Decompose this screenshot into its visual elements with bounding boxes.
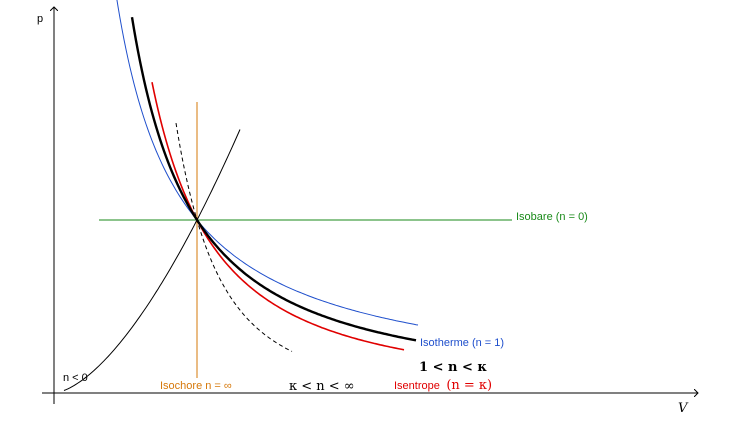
polytrope-label: 1 < n < κ (419, 360, 487, 375)
steep-label: κ < n < ∞ (289, 379, 355, 394)
n-negative-label: n < 0 (63, 372, 88, 384)
polytrope-curve (130, 17, 417, 342)
n-negative-curve (63, 129, 241, 391)
isentrope-curve (151, 82, 405, 351)
isobare-label: Isobare (n = 0) (516, 211, 588, 223)
isochore-label: Isochore n = ∞ (160, 380, 232, 392)
y-axis-label: p (37, 13, 43, 25)
x-axis-label: V (678, 401, 689, 416)
isotherme-curve (116, 0, 419, 326)
isotherme-label: Isotherme (n = 1) (420, 337, 504, 349)
isentrope-label: Isentrope (n = κ) (394, 376, 492, 393)
kappa-to-infinity-curve (175, 123, 293, 352)
